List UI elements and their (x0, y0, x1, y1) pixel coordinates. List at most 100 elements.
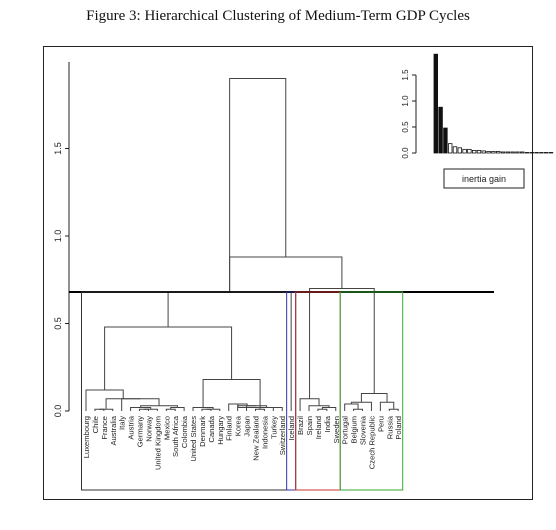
inset-bar (447, 143, 453, 154)
leaf-label: Colombia (180, 415, 189, 448)
leaf-label: Portugal (341, 416, 350, 445)
inset-bar (433, 53, 438, 154)
inset-bar (452, 146, 458, 154)
cluster-box (295, 291, 341, 491)
leaf-label: Hungary (216, 416, 225, 445)
leaf-label: Australia (109, 415, 118, 445)
figure-title: Figure 3: Hierarchical Clustering of Med… (86, 8, 470, 24)
leaf-label: Japan (243, 416, 252, 437)
inset-bar (438, 106, 443, 154)
dendrogram-link (167, 291, 292, 411)
inset-bar (462, 148, 467, 154)
leaf-label: Sweden (332, 416, 341, 443)
inset-bar (539, 152, 544, 154)
dendrogram-link (360, 393, 388, 403)
dendrogram-link (344, 403, 359, 411)
dendrogram-link (388, 408, 399, 411)
inset-y-tick-label: 0.5 (401, 121, 410, 133)
leaf-label: Czech Republic (367, 416, 376, 469)
y-tick-label: 0.0 (53, 405, 63, 418)
leaf-label: Italy (118, 416, 127, 430)
leaf-label: Slovenia (359, 415, 368, 445)
inset-bar (486, 151, 491, 154)
leaf-label: United States (189, 416, 198, 462)
inset-y-tick-label: 1.0 (401, 95, 410, 107)
inset-bar (548, 152, 554, 154)
leaf-label: Iceland (287, 416, 296, 441)
leaf-label: South Africa (171, 415, 180, 457)
leaf-label: Korea (234, 415, 243, 436)
dendrogram-link (353, 408, 364, 411)
leaf-label: Indonesia (260, 415, 269, 449)
inset-bar (505, 151, 510, 154)
inset-legend-label: inertia gain (462, 174, 506, 184)
dendrogram-link (105, 398, 141, 410)
cluster-boxes (81, 291, 404, 491)
leaf-label: Denmark (198, 416, 207, 447)
dendrogram-link (229, 78, 287, 292)
inset-bar (510, 151, 515, 154)
inset-bar (524, 152, 530, 154)
y-tick-label: 1.0 (53, 230, 63, 243)
dendrogram-link (206, 408, 221, 411)
inset-legend-box (443, 168, 525, 189)
leaf-label: Finland (225, 416, 234, 441)
inset-bar (515, 151, 520, 154)
inset-y-tick-label: 0.0 (401, 147, 410, 159)
leaf-label: Austria (127, 415, 136, 439)
inset-bar (500, 151, 506, 154)
cluster-box (339, 291, 404, 491)
dendrogram-link (229, 256, 343, 292)
inset-bar (534, 152, 539, 154)
dendrogram-link (246, 405, 268, 411)
y-tick-label: 0.5 (53, 317, 63, 330)
dendrogram-link (121, 398, 160, 411)
leaf-label: Brazil (296, 416, 305, 435)
inset-y-tick-label: 1.5 (401, 69, 410, 81)
inset-bar (476, 149, 482, 154)
leaf-label: Ireland (314, 416, 323, 439)
dendrogram-tree (85, 78, 399, 411)
leaf-label: India (323, 415, 332, 432)
leaf-label: Germany (136, 416, 145, 447)
inertia-inset: 0.0 0.5 1.0 1.5 inertia gain (401, 53, 554, 189)
dendrogram-link (317, 408, 328, 411)
dendrogram-link (308, 405, 330, 411)
inset-bar (457, 147, 462, 154)
inset-bar (529, 152, 534, 154)
dendrogram-link (85, 389, 124, 411)
dendrogram-link (309, 288, 375, 399)
leaf-label: France (100, 416, 109, 440)
leaf-label: Turkey (269, 416, 278, 439)
dendrogram-link (143, 408, 158, 411)
dendrogram-link (104, 326, 233, 390)
inset-bar (491, 151, 496, 154)
leaf-labels: Luxembourg Chile France Australia Italy Austr… (82, 415, 403, 470)
inset-bar (467, 148, 472, 154)
dendrogram-link (237, 405, 257, 411)
leaf-label: Norway (144, 416, 153, 442)
leaf-label: Russia (385, 415, 394, 439)
inset-bar (481, 150, 486, 154)
leaf-label: New Zealand (251, 416, 260, 461)
leaf-label: Chile (91, 416, 100, 433)
y-tick-label: 1.5 (53, 142, 63, 155)
dendrogram-link (202, 379, 261, 408)
plot-frame (43, 46, 533, 500)
leaf-label: Poland (394, 416, 403, 440)
leaf-label: United Kingdom (153, 416, 162, 470)
inset-bar (471, 149, 477, 154)
dendrogram-link (254, 408, 265, 411)
inset-bar (544, 152, 549, 154)
dendrogram-link (165, 408, 176, 411)
leaf-label: Switzerland (278, 416, 287, 455)
leaf-label: Luxembourg (82, 416, 91, 458)
leaf-label: Belgium (350, 416, 359, 443)
dendrogram-link (299, 398, 320, 411)
leaf-label: Spain (305, 416, 314, 435)
leaf-label: Peru (376, 416, 385, 432)
inset-bar (520, 151, 525, 154)
leaf-label: Canada (207, 415, 216, 442)
dendrogram-link (99, 408, 114, 411)
